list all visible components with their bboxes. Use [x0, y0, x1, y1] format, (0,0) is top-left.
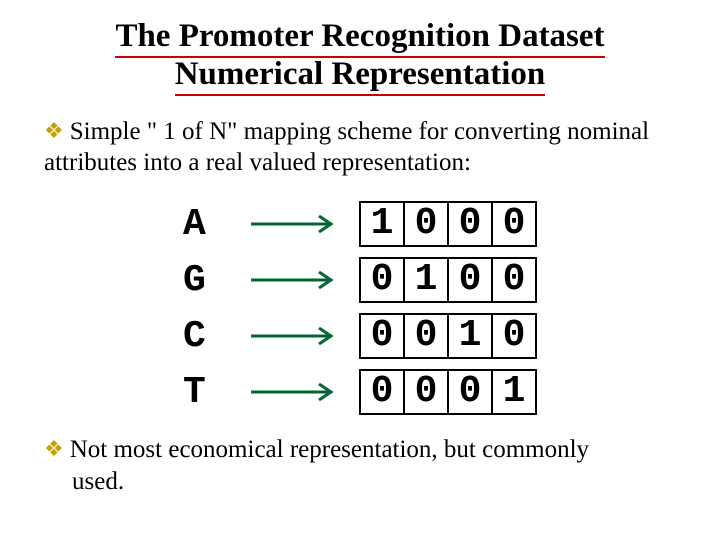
bit: 0 [404, 370, 448, 414]
encoding-cell: 0 1 0 0 [353, 256, 538, 304]
nucleotide-label: G [182, 256, 241, 304]
title-line-2: Numerical Representation [175, 56, 546, 96]
diamond-bullet-icon: ❖ [44, 117, 64, 145]
bit: 0 [492, 258, 536, 302]
slide-title: The Promoter Recognition Dataset Numeric… [70, 18, 650, 94]
mapping-row: A 1 0 0 0 [182, 200, 538, 248]
bit: 0 [360, 314, 404, 358]
nucleotide-label: T [182, 368, 241, 416]
encoding-bits: 0 1 0 0 [359, 257, 537, 303]
title-line-1: The Promoter Recognition Dataset [115, 18, 604, 58]
arrow-icon [249, 380, 345, 404]
encoding-bits: 1 0 0 0 [359, 201, 537, 247]
mapping-row: C 0 0 1 0 [182, 312, 538, 360]
encoding-cell: 1 0 0 0 [353, 200, 538, 248]
bit: 0 [448, 370, 492, 414]
bit: 1 [360, 202, 404, 246]
bullet-2-line2: used. [72, 466, 676, 497]
bullet-1-text: Simple " 1 of N" mapping scheme for conv… [44, 118, 649, 176]
arrow-cell [241, 256, 353, 304]
slide: The Promoter Recognition Dataset Numeric… [0, 0, 720, 507]
bit: 0 [492, 202, 536, 246]
bit: 1 [492, 370, 536, 414]
arrow-icon [249, 268, 345, 292]
bit: 1 [448, 314, 492, 358]
bit: 0 [492, 314, 536, 358]
bullet-2-line1: Not most economical representation, but … [70, 436, 589, 463]
encoding-cell: 0 0 1 0 [353, 312, 538, 360]
encoding-bits: 0 0 1 0 [359, 313, 537, 359]
mapping-row: G 0 1 0 0 [182, 256, 538, 304]
arrow-cell [241, 200, 353, 248]
bit: 0 [404, 314, 448, 358]
arrow-icon [249, 324, 345, 348]
bit: 1 [404, 258, 448, 302]
nucleotide-label: A [182, 200, 241, 248]
arrow-cell [241, 312, 353, 360]
nucleotide-label: C [182, 312, 241, 360]
bit: 0 [448, 258, 492, 302]
bit: 0 [360, 258, 404, 302]
diamond-bullet-icon: ❖ [44, 435, 64, 463]
bit: 0 [448, 202, 492, 246]
arrow-cell [241, 368, 353, 416]
mapping-row: T 0 0 0 1 [182, 368, 538, 416]
encoding-bits: 0 0 0 1 [359, 369, 537, 415]
encoding-cell: 0 0 0 1 [353, 368, 538, 416]
bullet-1: ❖Simple " 1 of N" mapping scheme for con… [44, 116, 676, 179]
bit: 0 [404, 202, 448, 246]
bit: 0 [360, 370, 404, 414]
bullet-2: ❖Not most economical representation, but… [44, 434, 676, 497]
arrow-icon [249, 212, 345, 236]
mapping-table: A 1 0 0 0 G [182, 192, 538, 424]
